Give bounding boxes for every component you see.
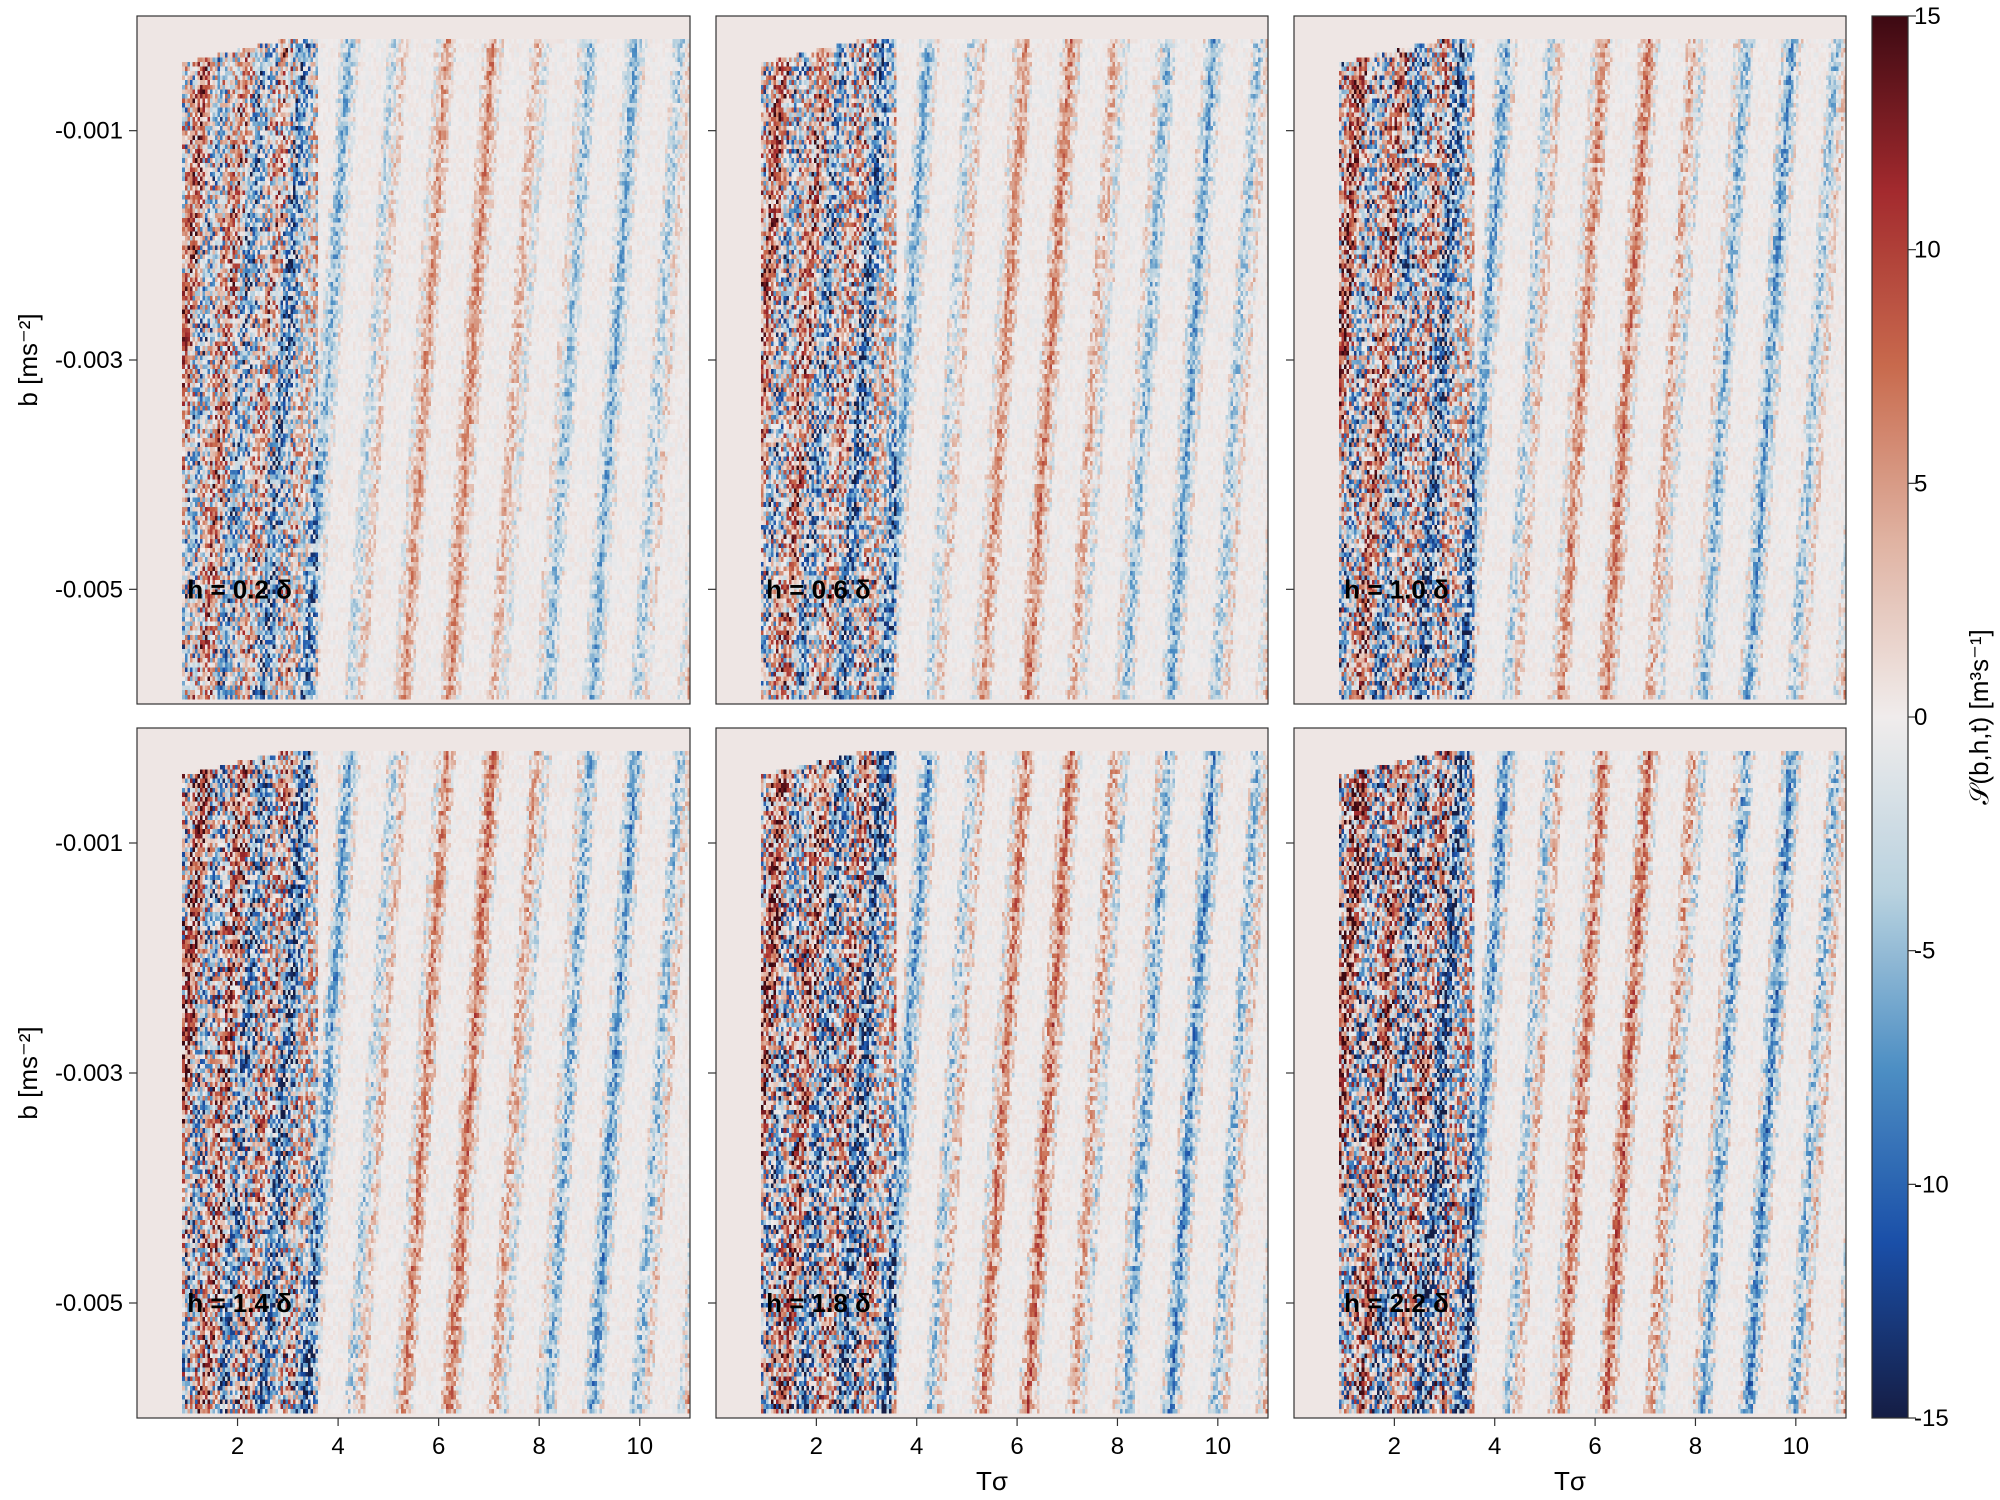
- x-tick-label: 4: [910, 1433, 923, 1460]
- x-tick-label: 8: [1689, 1433, 1702, 1460]
- colorbar-label: 𝒮(b,h,t) [m³s⁻¹]: [1964, 629, 1994, 804]
- heatmap-field: [716, 16, 1268, 704]
- x-tick-label: 4: [1488, 1433, 1501, 1460]
- x-axis-label: Tσ: [1554, 1466, 1586, 1496]
- y-tick-label: -0.003: [55, 1060, 123, 1087]
- panel-annotation: h = 2.2 δ: [1344, 1288, 1449, 1318]
- heatmap-field: [1294, 16, 1846, 704]
- heatmap-field: [716, 728, 1268, 1418]
- x-tick-label: 10: [626, 1433, 653, 1460]
- x-tick-label: 6: [1588, 1433, 1601, 1460]
- colorbar-tick-label: 15: [1914, 3, 1941, 30]
- colorbar-tick-label: -10: [1914, 1171, 1949, 1198]
- x-tick-label: 8: [1111, 1433, 1124, 1460]
- x-tick-label: 10: [1204, 1433, 1231, 1460]
- colorbar: 15 10 5 0 -5 -10 -15 𝒮(b,h,t) [m³s⁻¹]: [1871, 3, 1994, 1432]
- colorbar-tick-label: -15: [1914, 1405, 1949, 1432]
- colorbar-tick-label: 0: [1914, 704, 1927, 731]
- panel-5: 2 4 6 8 10 h = 1.8 δ Tσ: [708, 727, 1269, 1496]
- y-tick-label: -0.005: [55, 576, 123, 603]
- panel-2: h = 0.6 δ: [708, 15, 1269, 705]
- colorbar-tick-label: 5: [1914, 470, 1927, 497]
- y-axis-label: b [ms⁻²]: [13, 313, 43, 406]
- panel-annotation: h = 0.6 δ: [766, 574, 871, 604]
- panel-1: -0.001 -0.003 -0.005 h = 0.2 δ b [ms⁻²]: [13, 15, 691, 705]
- y-tick-label: -0.005: [55, 1290, 123, 1317]
- colorbar-tick-label: 10: [1914, 237, 1941, 264]
- x-tick-label: 6: [432, 1433, 445, 1460]
- colorbar-gradient: [1872, 16, 1908, 1418]
- y-tick-label: -0.001: [55, 830, 123, 857]
- panel-annotation: h = 1.8 δ: [766, 1288, 871, 1318]
- x-tick-label: 2: [810, 1433, 823, 1460]
- x-tick-label: 10: [1782, 1433, 1809, 1460]
- x-tick-label: 4: [331, 1433, 344, 1460]
- panel-annotation: h = 0.2 δ: [187, 574, 292, 604]
- y-tick-label: -0.003: [55, 347, 123, 374]
- panel-4: -0.001 -0.003 -0.005 2 4 6 8 10 h = 1.4 δ b [ms⁻²…: [13, 727, 691, 1460]
- x-tick-label: 2: [1388, 1433, 1401, 1460]
- panel-annotation: h = 1.0 δ: [1344, 574, 1449, 604]
- heatmap-field: [1294, 728, 1846, 1418]
- panel-6: 2 4 6 8 10 h = 2.2 δ Tσ: [1286, 727, 1847, 1496]
- y-axis-label: b [ms⁻²]: [13, 1026, 43, 1119]
- x-tick-label: 8: [533, 1433, 546, 1460]
- x-tick-label: 2: [231, 1433, 244, 1460]
- panel-3: h = 1.0 δ: [1286, 15, 1847, 705]
- y-tick-label: -0.001: [55, 118, 123, 145]
- x-axis-label: Tσ: [976, 1466, 1008, 1496]
- panel-annotation: h = 1.4 δ: [187, 1288, 292, 1318]
- heatmap-field: [137, 16, 690, 704]
- heatmap-field: [137, 728, 690, 1418]
- colorbar-tick-label: -5: [1914, 938, 1935, 965]
- x-tick-label: 6: [1010, 1433, 1023, 1460]
